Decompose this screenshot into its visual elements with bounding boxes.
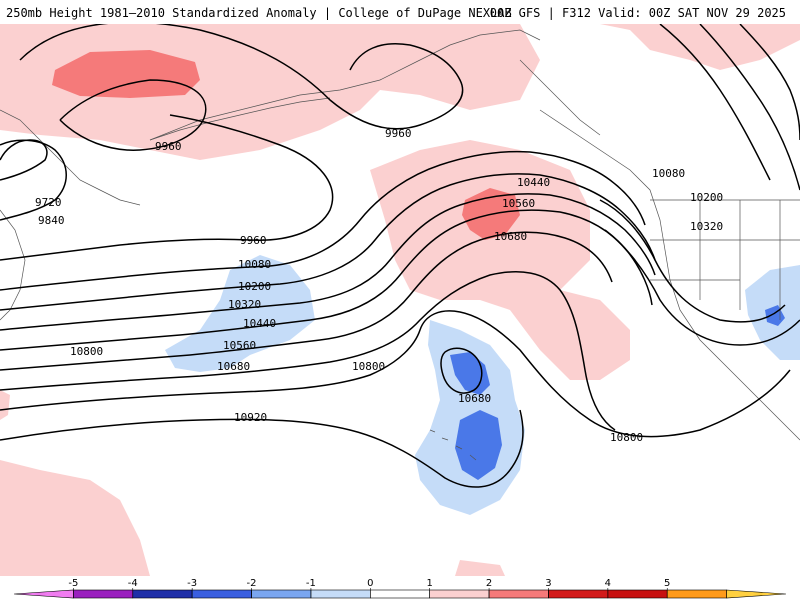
coastlines [0,29,800,461]
colorbar-tick-label: 2 [486,578,492,589]
alaska-coastline [149,29,541,141]
anomaly-region-west-pacific [0,460,150,576]
japan-coast [0,209,26,321]
contour-label: 9720 [35,196,62,209]
contour-label: 10320 [228,298,261,311]
contour-label: 9840 [38,214,65,227]
colorbar-swatch [310,589,371,599]
contour-label: 10680 [217,360,250,373]
colorbar-tick-label: 5 [664,578,670,589]
bc-coast [539,109,671,281]
header: 250mb Height 1981–2010 Standardized Anom… [0,0,800,24]
colorbar-swatch [429,589,490,599]
contour-label: 10440 [517,176,550,189]
map-title: 250mb Height 1981–2010 Standardized Anom… [6,6,512,20]
contour-10680-closed [440,347,483,394]
anomaly-map: 9960 9960 9720 9840 9960 10080 10200 103… [0,24,800,576]
colorbar-tick-label: -5 [68,578,78,589]
contour-label: 10800 [610,431,643,444]
colorbar-tick-label: 4 [605,578,611,589]
contour-label: 9960 [240,234,267,247]
us-state-lines [650,199,800,320]
contour-label: 10200 [238,280,271,293]
contour-9960-west [0,114,334,261]
colorbar-swatch [132,589,193,599]
anomaly-region-west-small [0,390,10,420]
contour-label: 10080 [238,258,271,271]
colorbar-tick-label: 1 [427,578,433,589]
contour-label: 10440 [243,317,276,330]
aleutian-chain [149,97,331,141]
contour-10560 [0,231,613,371]
colorbar-swatch [488,589,549,599]
contour-10320 [0,193,656,331]
contour-labels: 9960 9960 9720 9840 9960 10080 10200 103… [35,127,723,444]
colorbar-tick-label: -2 [247,578,257,589]
contour-east-3 [739,24,800,141]
hawaii-islands [429,429,477,461]
contour-10920 [0,409,524,488]
colorbar-ticks: -5 -4 -3 -2 -1 0 1 2 3 4 5 [68,578,670,598]
kamchatka-coast [0,109,141,206]
colorbar-swatch [251,589,312,599]
contour-label: 10320 [690,220,723,233]
colorbar-graphic: -5 -4 -3 -2 -1 0 1 2 3 4 5 [13,578,787,599]
height-contours [0,24,800,488]
colorbar-swatch [607,589,668,599]
contour-label: 10920 [234,411,267,424]
positive-anomaly-shading [0,24,800,576]
contour-trough-west [599,199,786,323]
contour-east-1 [659,24,771,181]
colorbar-tick-label: 0 [367,578,373,589]
contour-east-2 [699,24,800,191]
colorbar-tick-label: 3 [545,578,551,589]
contour-10680-main [0,271,616,431]
contour-label: 10560 [223,339,256,352]
colorbar-swatch [13,589,74,599]
alaska-panhandle [519,59,601,136]
strong-negative-lower [455,410,502,480]
colorbar-swatch [548,589,609,599]
anomaly-region-south [455,560,505,576]
contour-label: 10680 [494,230,527,243]
contour-label: 10200 [690,191,723,204]
contour-label: 9960 [155,140,182,153]
west-coast-us [669,279,800,441]
colorbar-tick-label: -1 [306,578,316,589]
model-run-info: 00Z GFS | F312 Valid: 00Z SAT NOV 29 202… [489,6,786,20]
colorbar-swatch [666,589,727,599]
contour-10200 [0,173,656,311]
colorbar-tick-label: -4 [128,578,138,589]
contour-10080 [0,150,646,291]
contour-trough-west-2 [604,229,800,346]
colorbar-tick-label: -3 [187,578,197,589]
contour-label: 10680 [458,392,491,405]
contour-9960-north [19,24,464,130]
strong-anomaly-aleutians [52,50,200,98]
contour-label: 10080 [652,167,685,180]
colorbar-swatch [73,589,134,599]
anomaly-region-ne-pacific [370,140,630,380]
contour-label: 10560 [502,197,535,210]
colorbar-swatch [370,589,430,599]
contour-10800 [0,310,791,438]
colorbar-swatch [191,589,252,599]
colorbar-swatches [13,589,787,599]
colorbar: -5 -4 -3 -2 -1 0 1 2 3 4 5 [0,576,800,600]
contour-label: 9960 [385,127,412,140]
colorbar-swatch [726,589,787,599]
contour-label: 10800 [352,360,385,373]
contour-label: 10800 [70,345,103,358]
contour-9960-aleutian [59,79,207,151]
contour-9840 [0,139,67,221]
contour-9720 [0,139,48,181]
